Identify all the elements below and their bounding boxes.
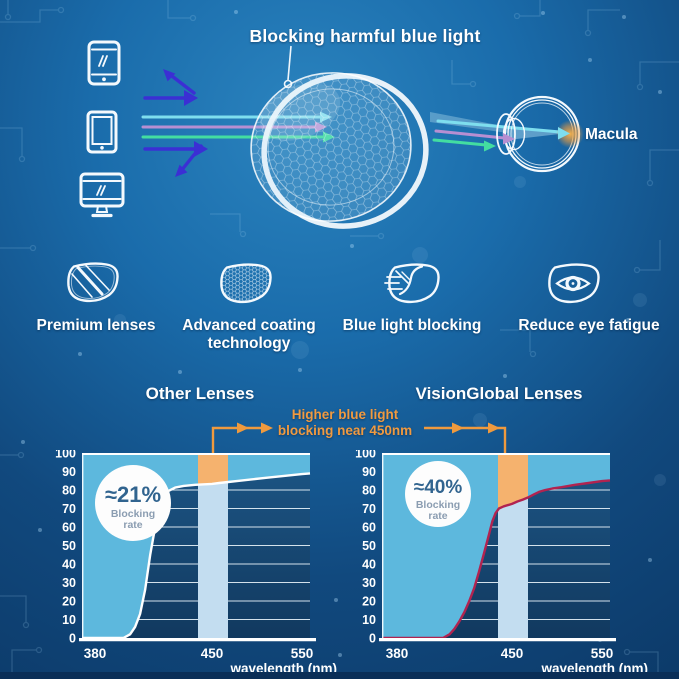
svg-text:90: 90 <box>362 465 376 479</box>
violet-ray-out <box>434 129 506 140</box>
hero-title: Blocking harmful blue light <box>249 26 481 46</box>
tablet-icon <box>86 110 118 154</box>
premium-lens-icon <box>67 262 119 303</box>
svg-text:50: 50 <box>362 539 376 553</box>
feature-label-premium: Premium lenses <box>36 317 156 334</box>
green-ray-out <box>432 138 488 147</box>
svg-text:0: 0 <box>369 632 376 646</box>
svg-text:40: 40 <box>62 558 76 572</box>
chart-title-other: Other Lenses <box>145 384 255 403</box>
svg-text:100: 100 <box>355 450 376 461</box>
lens-honeycomb <box>251 72 411 222</box>
circuit-dots <box>21 10 662 657</box>
svg-text:100: 100 <box>55 450 76 461</box>
blue-light-blocking-icon <box>384 263 440 304</box>
svg-text:20: 20 <box>62 595 76 609</box>
svg-text:550: 550 <box>591 646 614 661</box>
lens-highlight <box>259 83 341 141</box>
svg-text:70: 70 <box>362 502 376 516</box>
svg-text:60: 60 <box>62 521 76 535</box>
svg-text:rate: rate <box>428 510 447 522</box>
svg-text:450: 450 <box>501 646 524 661</box>
svg-text:Blocking: Blocking <box>416 499 460 511</box>
cyan-ray-out <box>436 119 562 134</box>
svg-text:80: 80 <box>62 484 76 498</box>
lens-graphic <box>250 72 429 229</box>
transmitted-rays <box>432 119 562 147</box>
macula-label: Macula <box>585 126 638 143</box>
svg-text:10: 10 <box>62 613 76 627</box>
svg-text:Blocking: Blocking <box>111 508 155 520</box>
svg-text:10: 10 <box>362 613 376 627</box>
svg-text:30: 30 <box>362 576 376 590</box>
coating-lens-icon <box>220 263 272 304</box>
feature-label-blocking: Blue light blocking <box>342 317 482 334</box>
phone-icon <box>87 40 121 86</box>
svg-text:0: 0 <box>69 632 76 646</box>
macula-glow <box>556 120 584 148</box>
svg-text:20: 20 <box>362 595 376 609</box>
title-leader-line <box>283 45 293 89</box>
svg-text:40: 40 <box>362 558 376 572</box>
svg-text:60: 60 <box>362 521 376 535</box>
svg-text:380: 380 <box>84 646 107 661</box>
chart-title-visionglobal: VisionGlobal Lenses <box>415 384 583 403</box>
svg-text:rate: rate <box>123 519 142 531</box>
annotation-text: Higher blue light blocking near 450nm <box>277 407 413 438</box>
monitor-icon <box>79 172 125 218</box>
light-path-diagram <box>141 45 584 229</box>
transmitted-ray-arrowheads <box>484 127 570 152</box>
cornea <box>496 113 516 155</box>
svg-text:550: 550 <box>291 646 314 661</box>
svg-text:450: 450 <box>201 646 224 661</box>
svg-text:≈21%: ≈21% <box>105 482 161 507</box>
blocked-ray-arrows <box>143 69 208 177</box>
reduce-fatigue-eye-icon <box>548 263 600 304</box>
feature-label-fatigue: Reduce eye fatigue <box>518 317 660 334</box>
eye-graphic <box>496 95 584 173</box>
svg-text:90: 90 <box>62 465 76 479</box>
svg-text:30: 30 <box>62 576 76 590</box>
feature-label-coating: Advanced coating technology <box>182 317 316 352</box>
svg-text:80: 80 <box>362 484 376 498</box>
svg-text:≈40%: ≈40% <box>414 477 463 498</box>
svg-text:380: 380 <box>386 646 409 661</box>
svg-text:50: 50 <box>62 539 76 553</box>
bottom-strip <box>0 672 679 679</box>
svg-text:70: 70 <box>62 502 76 516</box>
